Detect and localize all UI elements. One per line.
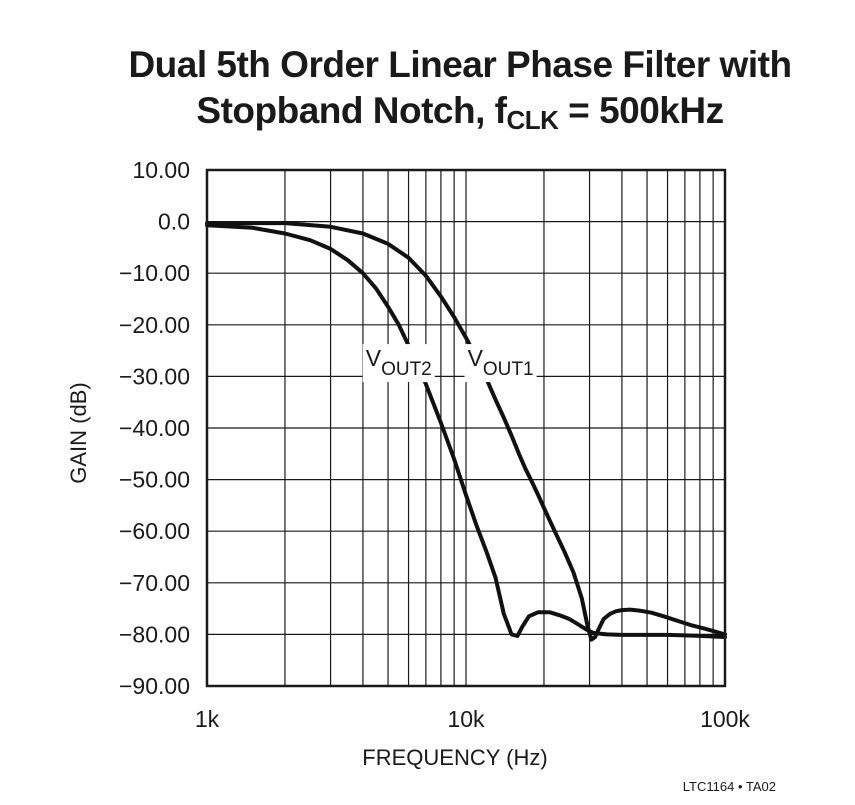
series-label-text: VOUT1 <box>468 345 534 380</box>
series-labels: VOUT2 VOUT1 <box>362 344 537 383</box>
x-tick-label-2: 100k <box>700 706 750 732</box>
series-label-main: V <box>366 345 382 371</box>
series-label-background <box>362 344 435 383</box>
x-tick-labels: 1k 10k 100k <box>195 706 751 732</box>
x-tick-label-0: 1k <box>195 706 220 732</box>
series-line-vout1 <box>205 221 727 642</box>
chart-title-line2-subscript: CLK <box>506 105 559 135</box>
y-axis-label: GAIN (dB) <box>66 382 91 483</box>
series-line-vout2 <box>205 223 727 639</box>
chart-title-line2-suffix: = 500kHz <box>558 90 724 131</box>
series-label-vout2: VOUT2 <box>362 344 435 383</box>
y-tick-label-8: −70.00 <box>119 570 190 596</box>
figure-code: LTC1164 • TA02 <box>683 779 776 794</box>
chart-title: Dual 5th Order Linear Phase Filter with … <box>0 42 855 143</box>
y-tick-label-9: −80.00 <box>119 621 190 647</box>
y-tick-label-1: 0.0 <box>158 209 190 235</box>
y-tick-labels: 10.00 0.0 −10.00 −20.00 −30.00 −40.00 −50.00 −6… <box>119 157 190 699</box>
series-label-background <box>464 344 537 383</box>
series-label-subscript: OUT2 <box>381 359 432 380</box>
y-tick-label-0: 10.00 <box>132 157 190 183</box>
x-axis-label: FREQUENCY (Hz) <box>362 745 547 770</box>
series-lines <box>205 221 727 642</box>
series-label-vout1: VOUT1 <box>464 344 537 383</box>
grid <box>206 169 725 687</box>
chart-title-line2: Stopband Notch, fCLK = 500kHz <box>0 88 855 143</box>
y-tick-label-4: −30.00 <box>119 363 190 389</box>
y-tick-label-6: −50.00 <box>119 467 190 493</box>
y-tick-label-3: −20.00 <box>119 312 190 338</box>
y-tick-label-5: −40.00 <box>119 415 190 441</box>
series-label-subscript: OUT1 <box>483 359 534 380</box>
series-label-main: V <box>468 345 484 371</box>
chart-title-line2-prefix: Stopband Notch, f <box>196 90 507 131</box>
x-tick-label-1: 10k <box>447 706 485 732</box>
y-tick-label-7: −60.00 <box>119 518 190 544</box>
y-tick-label-2: −10.00 <box>119 260 190 286</box>
y-tick-label-10: −90.00 <box>119 673 190 699</box>
plot-frame <box>205 168 727 688</box>
series-label-text: VOUT2 <box>366 345 432 380</box>
chart-title-line1: Dual 5th Order Linear Phase Filter with <box>128 44 792 85</box>
